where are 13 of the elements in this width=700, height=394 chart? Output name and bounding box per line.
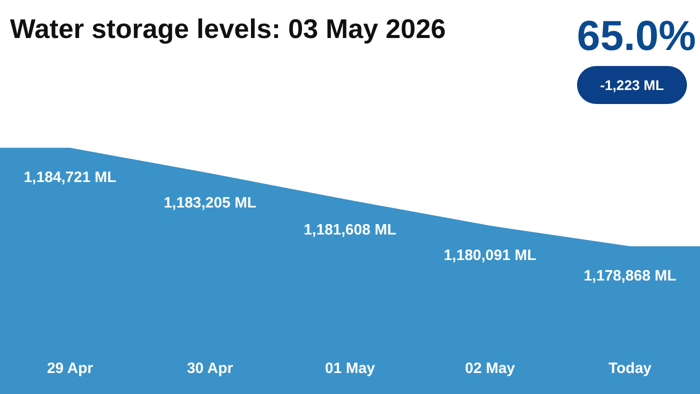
x-tick-label: 30 Apr bbox=[186, 360, 234, 378]
x-tick-label: 02 May bbox=[464, 360, 516, 378]
x-tick-label: 01 May bbox=[324, 360, 376, 378]
text: 65.0% bbox=[576, 12, 696, 60]
data-label: 1,180,091 ML bbox=[444, 246, 536, 264]
data-label: 1,183,205 ML bbox=[164, 194, 256, 212]
x-tick-label: Today bbox=[608, 360, 652, 378]
data-label: 1,178,868 ML bbox=[584, 267, 676, 284]
x-tick-label: 29 Apr bbox=[46, 360, 94, 378]
chart-title: Water storage levels: 03 May 2026 bbox=[10, 14, 446, 45]
data-label: 1,184,721 ML bbox=[24, 168, 116, 186]
data-label: 1,181,608 ML bbox=[304, 221, 396, 238]
pill-badge: -1,223 ML bbox=[577, 66, 687, 104]
